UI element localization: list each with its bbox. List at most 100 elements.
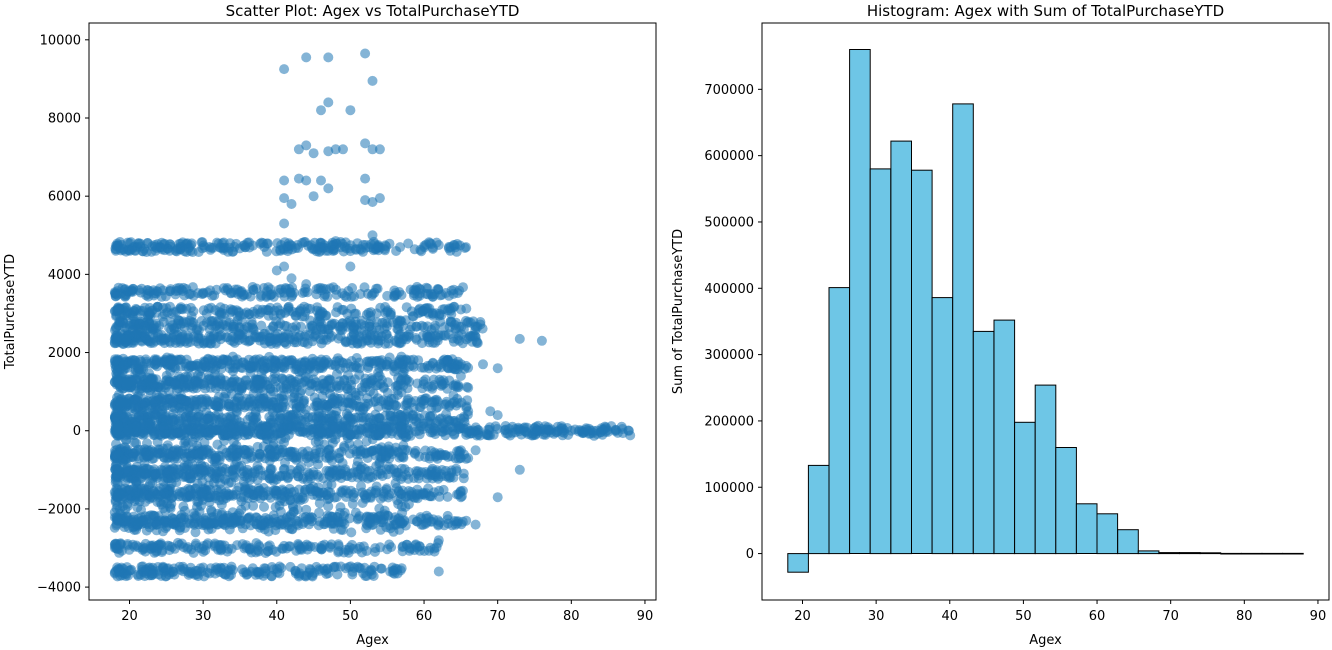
scatter-point: [197, 489, 208, 500]
scatter-point: [136, 385, 147, 396]
scatter-point: [625, 430, 636, 441]
scatter-point: [325, 375, 336, 385]
scatter-point: [272, 302, 283, 313]
scatter-point: [160, 493, 171, 504]
scatter-point: [112, 376, 123, 387]
scatter-point: [414, 303, 425, 314]
scatter-point: [268, 441, 279, 452]
scatter-point: [329, 318, 340, 329]
scatter-point: [212, 439, 223, 450]
scatter-point: [392, 390, 403, 400]
scatter-point: [216, 499, 227, 510]
scatter-point: [247, 563, 258, 574]
scatter-point: [234, 385, 245, 396]
scatter-point: [396, 338, 406, 348]
scatter-point: [143, 451, 153, 462]
scatter-point: [374, 193, 385, 204]
scatter-point: [444, 241, 454, 252]
scatter-point: [210, 375, 221, 385]
scatter-point: [409, 448, 420, 459]
scatter-point: [176, 332, 187, 343]
scatter-point: [433, 515, 444, 526]
scatter-point: [529, 423, 540, 434]
scatter-point: [451, 516, 462, 527]
scatter-point: [278, 287, 289, 298]
scatter-point: [174, 403, 185, 414]
scatter-point: [350, 507, 361, 518]
scatter-point: [354, 541, 365, 552]
scatter-point: [573, 426, 584, 437]
scatter-point: [357, 487, 368, 498]
scatter-point: [126, 400, 137, 411]
scatter-point: [131, 329, 142, 339]
scatter-point: [114, 397, 125, 408]
scatter-point: [256, 320, 267, 331]
scatter-point: [230, 284, 241, 295]
scatter-point: [258, 483, 269, 493]
scatter-point: [455, 492, 466, 503]
scatter-point: [356, 425, 367, 436]
scatter-point: [365, 413, 376, 423]
scatter-point: [443, 363, 454, 374]
scatter-point: [456, 329, 467, 340]
scatter-point: [168, 307, 179, 318]
scatter-point: [209, 540, 220, 551]
scatter-point: [425, 360, 436, 371]
scatter-point: [381, 424, 392, 435]
scatter-point: [401, 302, 412, 313]
scatter-point: [239, 481, 250, 492]
scatter-point: [252, 304, 263, 315]
scatter-point: [283, 541, 294, 552]
scatter-point: [218, 354, 229, 365]
scatter-point: [330, 359, 341, 370]
scatter-point: [192, 379, 202, 390]
scatter-point: [157, 400, 168, 411]
scatter-point: [263, 526, 274, 537]
scatter-point: [248, 388, 259, 399]
scatter-point: [264, 332, 275, 343]
scatter-point: [135, 238, 146, 249]
scatter-point: [341, 420, 351, 431]
scatter-point: [483, 430, 494, 441]
scatter-point: [246, 316, 257, 327]
scatter-point: [203, 427, 214, 438]
scatter-point: [265, 473, 276, 484]
scatter-point: [383, 338, 394, 349]
scatter-point: [206, 506, 217, 517]
scatter-point: [278, 355, 289, 366]
scatter-point: [338, 144, 348, 155]
scatter-point: [383, 461, 394, 472]
scatter-point: [198, 562, 209, 573]
scatter-point: [436, 413, 447, 424]
scatter-point: [196, 543, 207, 554]
scatter-point: [459, 243, 470, 253]
scatter-point: [147, 520, 158, 530]
scatter-point: [129, 496, 140, 507]
scatter-point: [505, 430, 516, 441]
y-tick-label: 10000: [40, 33, 81, 48]
scatter-point: [301, 279, 312, 290]
scatter-point: [116, 489, 127, 500]
scatter-point: [158, 285, 168, 296]
scatter-point: [294, 366, 305, 377]
scatter-point: [171, 246, 182, 257]
scatter-point: [371, 481, 382, 492]
scatter-point: [314, 498, 325, 509]
scatter-point: [370, 430, 381, 441]
scatter-point: [121, 380, 132, 390]
scatter-point: [130, 487, 141, 498]
x-tick-label: 60: [416, 609, 433, 624]
scatter-point: [312, 380, 323, 391]
scatter-point: [115, 508, 126, 519]
scatter-point: [151, 374, 162, 385]
scatter-point: [330, 236, 341, 247]
scatter-point: [252, 474, 263, 485]
scatter-point: [382, 387, 393, 398]
scatter-point: [381, 241, 391, 252]
scatter-point: [323, 245, 334, 256]
scatter-point: [322, 291, 333, 302]
scatter-point: [188, 449, 199, 460]
x-axis-label: Agex: [356, 633, 389, 648]
scatter-point: [470, 331, 481, 342]
scatter-point: [261, 398, 272, 409]
